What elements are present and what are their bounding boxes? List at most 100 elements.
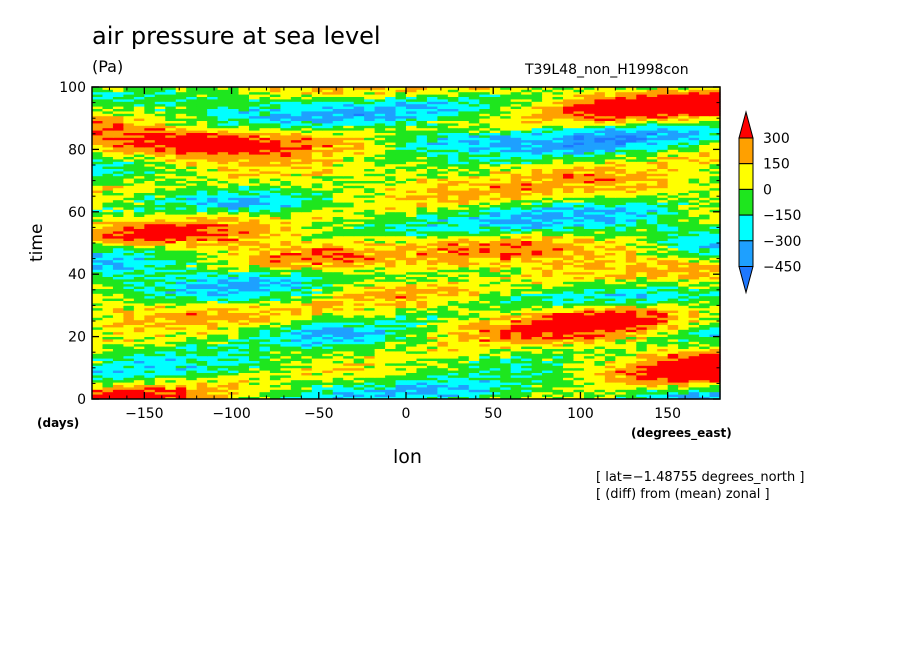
field-cell (667, 324, 679, 328)
field-cell (249, 257, 261, 261)
field-cell (542, 384, 554, 388)
field-cell (102, 379, 114, 383)
field-cell (510, 281, 522, 285)
field-cell (583, 240, 595, 244)
field-cell (102, 240, 114, 244)
field-cell (133, 257, 145, 261)
field-cell (374, 214, 386, 217)
field-cell (249, 274, 261, 277)
field-cell (583, 387, 595, 390)
field-cell (364, 372, 376, 376)
field-cell (175, 372, 187, 376)
field-cell (165, 322, 177, 325)
field-cell (165, 257, 177, 261)
field-cell (238, 279, 250, 282)
field-cell (583, 262, 595, 265)
field-cell (583, 363, 595, 366)
field-cell (688, 226, 700, 229)
field-cell (426, 339, 438, 342)
field-cell (301, 365, 313, 369)
field-cell (228, 235, 240, 239)
field-cell (165, 271, 177, 275)
field-cell (92, 389, 104, 393)
field-cell (657, 331, 669, 335)
field-cell (144, 300, 156, 304)
field-cell (646, 279, 658, 282)
field-cell (667, 319, 679, 323)
field-cell (374, 339, 386, 342)
field-cell (133, 370, 145, 373)
field-cell (699, 375, 711, 378)
field-cell (447, 199, 459, 203)
field-cell (646, 307, 658, 311)
field-cell (667, 211, 679, 215)
field-cell (646, 204, 658, 208)
field-cell (259, 202, 271, 205)
field-cell (290, 324, 302, 328)
field-cell (238, 226, 250, 229)
field-cell (311, 243, 323, 246)
field-cell (699, 363, 711, 366)
field-cell (699, 262, 711, 265)
field-cell (426, 243, 438, 246)
field-cell (479, 312, 491, 316)
field-cell (615, 382, 627, 385)
field-cell (479, 382, 491, 385)
field-cell (604, 238, 616, 241)
field-cell (468, 233, 480, 237)
field-cell (196, 259, 208, 263)
field-cell (196, 219, 208, 222)
field-cell (133, 329, 145, 333)
field-cell (552, 252, 564, 256)
field-cell (395, 346, 407, 349)
field-cell (301, 324, 313, 328)
field-cell (165, 250, 177, 253)
field-cell (604, 343, 616, 347)
field-cell (510, 360, 522, 364)
field-cell (207, 377, 219, 381)
field-cell (594, 238, 606, 241)
field-cell (437, 315, 449, 318)
field-cell (269, 353, 281, 357)
field-cell (175, 214, 187, 217)
field-cell (175, 315, 187, 318)
field-cell (280, 286, 292, 289)
field-cell (269, 223, 281, 227)
field-cell (657, 355, 669, 359)
field-cell (479, 226, 491, 229)
field-cell (322, 223, 334, 227)
field-cell (217, 370, 229, 373)
field-cell (311, 269, 323, 273)
field-cell (447, 334, 459, 337)
field-cell (646, 377, 658, 381)
field-cell (500, 365, 512, 369)
field-cell (552, 250, 564, 253)
field-cell (615, 295, 627, 299)
field-cell (374, 269, 386, 273)
field-cell (112, 346, 124, 349)
field-cell (154, 228, 166, 232)
field-cell (123, 221, 135, 225)
field-cell (186, 223, 198, 227)
field-cell (678, 360, 690, 364)
field-cell (426, 235, 438, 239)
field-cell (395, 351, 407, 354)
field-cell (521, 221, 533, 225)
field-cell (406, 264, 418, 268)
field-cell (552, 346, 564, 349)
field-cell (165, 384, 177, 388)
field-cell (364, 339, 376, 342)
field-cell (615, 228, 627, 232)
field-cell (521, 291, 533, 294)
field-cell (510, 228, 522, 232)
field-cell (489, 288, 501, 292)
field-cell (165, 288, 177, 292)
field-cell (269, 226, 281, 229)
field-cell (207, 310, 219, 313)
field-cell (500, 264, 512, 268)
field-cell (615, 365, 627, 369)
field-cell (269, 295, 281, 299)
field-cell (102, 199, 114, 203)
field-cell (196, 233, 208, 237)
field-cell (583, 372, 595, 376)
